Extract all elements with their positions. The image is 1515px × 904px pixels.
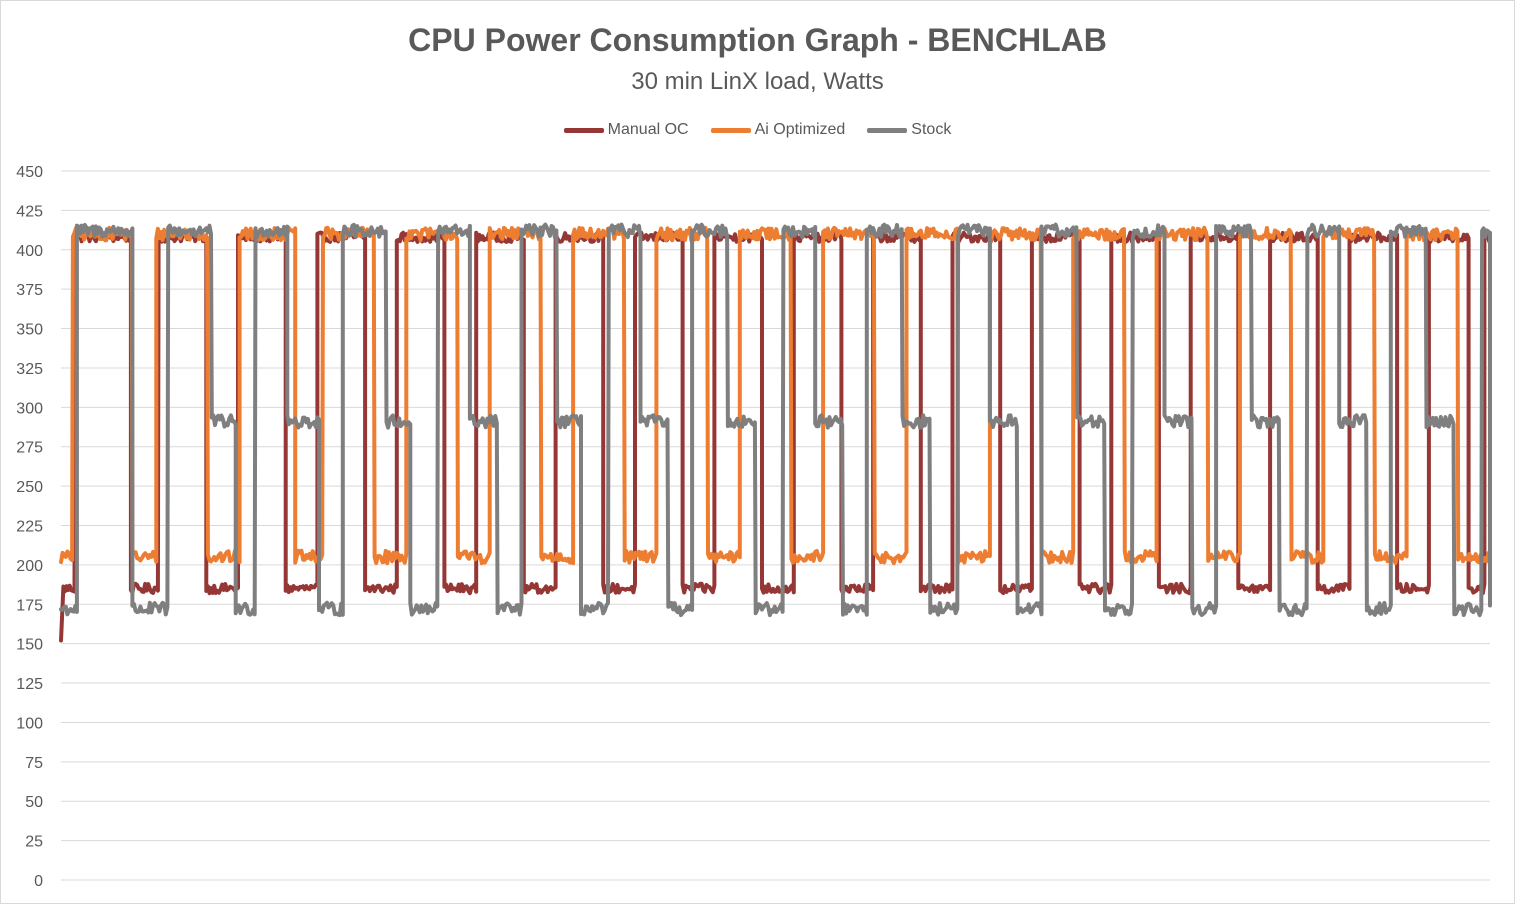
y-tick-label-300: 300 — [16, 400, 43, 417]
legend-label-stock: Stock — [911, 121, 952, 138]
legend-label-ai-optimized: Ai Optimized — [754, 121, 846, 138]
series-line-stock — [59, 222, 1492, 618]
series-line-manual-oc — [59, 230, 1492, 643]
y-tick-label-400: 400 — [16, 243, 43, 260]
legend-item-manual-oc: Manual OC — [563, 121, 689, 139]
legend-swatch-stock — [867, 127, 908, 133]
y-tick-label-375: 375 — [16, 282, 43, 299]
y-tick-label-250: 250 — [16, 479, 43, 496]
chart-title: CPU Power Consumption Graph - BENCHLAB — [408, 22, 1107, 58]
chart-subtitle: 30 min LinX load, Watts — [631, 68, 884, 95]
y-tick-label-225: 225 — [16, 519, 43, 536]
y-tick-label-0: 0 — [34, 873, 43, 890]
y-tick-label-325: 325 — [16, 361, 43, 378]
legend-swatch-ai-optimized — [710, 127, 751, 133]
y-tick-label-75: 75 — [25, 755, 43, 772]
y-tick-label-25: 25 — [25, 834, 43, 851]
legend-label-manual-oc: Manual OC — [607, 121, 689, 138]
y-tick-label-150: 150 — [16, 637, 43, 654]
y-tick-label-50: 50 — [25, 794, 43, 811]
y-tick-label-175: 175 — [16, 597, 43, 614]
chart-legend: Manual OC Ai Optimized Stock — [0, 121, 1515, 139]
series-line-ai-optimized — [59, 225, 1492, 566]
y-tick-label-200: 200 — [16, 558, 43, 575]
legend-item-stock: Stock — [867, 121, 951, 139]
y-tick-label-450: 450 — [16, 164, 43, 181]
y-tick-label-425: 425 — [16, 203, 43, 220]
y-tick-label-125: 125 — [16, 676, 43, 693]
y-tick-label-100: 100 — [16, 715, 43, 732]
y-tick-label-275: 275 — [16, 440, 43, 457]
legend-item-ai-optimized: Ai Optimized — [710, 121, 846, 139]
y-tick-label-350: 350 — [16, 322, 43, 339]
legend-swatch-manual-oc — [563, 127, 604, 133]
